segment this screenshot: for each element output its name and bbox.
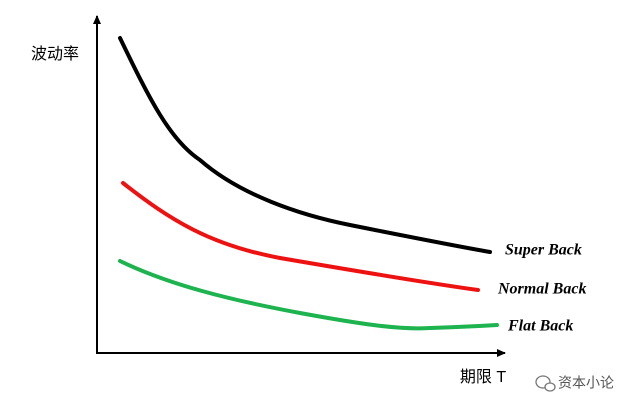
normal-back-curve [121, 181, 480, 292]
y-axis-label: 波动率 [31, 45, 79, 63]
curve-label: Normal Back [497, 281, 586, 298]
curve-label: Flat Back [507, 318, 573, 335]
super-back-curve [118, 36, 492, 254]
curve-label: Super Back [505, 242, 582, 259]
flat-back-curve [118, 259, 499, 331]
watermark-icon [535, 375, 556, 392]
x-axis-label: 期限 T [460, 368, 506, 386]
watermark: 资本小论 [558, 375, 614, 391]
